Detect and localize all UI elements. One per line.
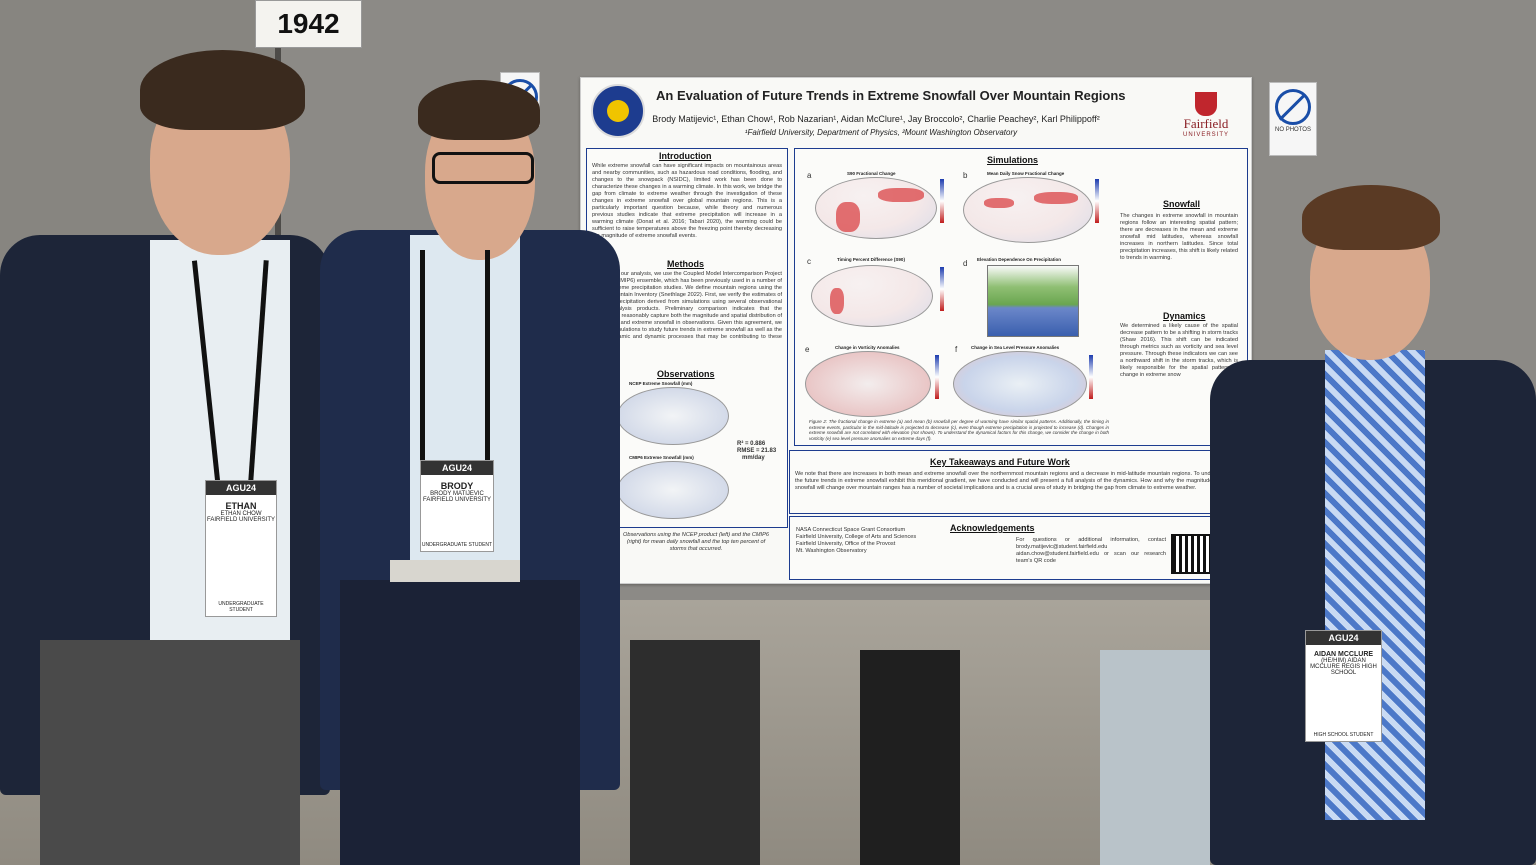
section-heading-key-takeaways: Key Takeaways and Future Work bbox=[930, 457, 1070, 467]
panel-letter: c bbox=[807, 257, 811, 266]
section-heading-observations: Observations bbox=[657, 369, 715, 379]
background-person-legs bbox=[1100, 650, 1210, 865]
observations-caption: Observations using the NCEP product (lef… bbox=[623, 532, 769, 552]
key-takeaways-panel: Key Takeaways and Future Work We note th… bbox=[789, 450, 1249, 514]
fairfield-logo: Fairfield UNIVERSITY bbox=[1171, 92, 1241, 144]
badge-detail: BRODY MATIJEVIC FAIRFIELD UNIVERSITY bbox=[422, 491, 491, 503]
poster-authors: Brody Matijevic¹, Ethan Chow¹, Rob Nazar… bbox=[652, 114, 1100, 124]
background-person-legs bbox=[860, 650, 960, 865]
section-heading-methods: Methods bbox=[667, 259, 704, 269]
poster-title: An Evaluation of Future Trends in Extrem… bbox=[656, 88, 1126, 103]
introduction-text: While extreme snowfall can have signific… bbox=[592, 163, 782, 239]
hair bbox=[140, 50, 305, 130]
obs-stat-r2: R² = 0.886 bbox=[737, 441, 766, 447]
section-heading-snowfall: Snowfall bbox=[1163, 199, 1201, 209]
no-photos-sign-right: NO PHOTOS bbox=[1269, 82, 1317, 156]
poster-affiliations: ¹Fairfield University, Department of Phy… bbox=[744, 128, 1018, 137]
snowfall-text: The changes in extreme snowfall in mount… bbox=[1120, 213, 1238, 261]
ack-item: Mt. Washington Observatory bbox=[796, 548, 867, 554]
panel-title: Change in Vorticity Anomalies bbox=[835, 345, 900, 350]
ack-item: Fairfield University, Office of the Prov… bbox=[796, 541, 896, 547]
booth-number-sign: 1942 bbox=[255, 0, 362, 48]
key-takeaways-text: We note that there are increases in both… bbox=[795, 471, 1241, 491]
ack-item: Fairfield University, College of Arts an… bbox=[796, 534, 917, 540]
badge-footer: HIGH SCHOOL STUDENT bbox=[1313, 732, 1374, 738]
colorbar bbox=[935, 355, 939, 399]
badge-name: AIDAN MCCLURE bbox=[1313, 651, 1374, 658]
badge-name: BRODY bbox=[440, 481, 474, 491]
no-camera-icon bbox=[1275, 89, 1311, 125]
map-sea-level-pressure-anomalies bbox=[953, 351, 1087, 417]
panel-title: Timing Percent Difference (S90) bbox=[837, 257, 905, 262]
fairfield-crest-icon bbox=[1195, 92, 1217, 116]
panel-letter: d bbox=[963, 259, 968, 268]
colorbar bbox=[940, 179, 944, 223]
panel-letter: f bbox=[955, 345, 958, 354]
shirt bbox=[1325, 350, 1425, 820]
map-vorticity-anomalies bbox=[805, 351, 931, 417]
badge-detail: ETHAN CHOW FAIRFIELD UNIVERSITY bbox=[206, 511, 275, 523]
panel-title: Change in Sea Level Pressure Anomalies bbox=[971, 345, 1060, 350]
person-brody: AGU24 BRODY BRODY MATIJEVIC FAIRFIELD UN… bbox=[320, 80, 620, 865]
dynamics-text: We determined a likely cause of the spat… bbox=[1120, 323, 1238, 378]
section-heading-acknowledgements: Acknowledgements bbox=[950, 523, 1035, 533]
panel-title: S90 Fractional Change bbox=[847, 171, 896, 176]
belt bbox=[390, 560, 520, 582]
trousers bbox=[340, 580, 580, 865]
research-poster: An Evaluation of Future Trends in Extrem… bbox=[580, 77, 1252, 584]
obs-panel-title: NCEP Extreme Snowfall (mm) bbox=[629, 381, 693, 386]
obs-panel-title: CMIP6 Extreme Snowfall (mm) bbox=[629, 455, 694, 460]
lanyard bbox=[485, 250, 490, 470]
name-badge: AGU24 BRODY BRODY MATIJEVIC FAIRFIELD UN… bbox=[420, 460, 494, 552]
colorbar bbox=[940, 267, 944, 311]
obs-map-cmip6 bbox=[617, 461, 729, 519]
obs-stat-unit: mm/day bbox=[742, 455, 765, 461]
map-mean-snow-fractional-change bbox=[963, 177, 1093, 243]
map-s90-fractional-change bbox=[815, 177, 937, 239]
background-person-legs bbox=[630, 640, 760, 865]
section-heading-dynamics: Dynamics bbox=[1163, 311, 1206, 321]
no-photos-label: NO PHOTOS bbox=[1275, 127, 1311, 133]
person-ethan: AGU24 ETHAN ETHAN CHOW FAIRFIELD UNIVERS… bbox=[0, 40, 340, 865]
contact-text: For questions or additional information,… bbox=[1016, 537, 1166, 564]
ack-item: NASA Connecticut Space Grant Consortium bbox=[796, 527, 906, 533]
badge-footer: UNDERGRADUATE STUDENT bbox=[421, 542, 493, 548]
methods-text: To conduct our analysis, we use the Coup… bbox=[592, 271, 782, 347]
nasa-space-grant-logo bbox=[591, 84, 645, 138]
glasses-icon bbox=[432, 152, 534, 184]
name-badge: AGU24 AIDAN MCCLURE (HE/HIM) AIDAN MCCLU… bbox=[1305, 630, 1382, 742]
badge-detail: (HE/HIM) AIDAN MCCLURE REGIS HIGH SCHOOL bbox=[1310, 658, 1377, 676]
panel-letter: e bbox=[805, 345, 810, 354]
simulations-panel: Simulations a S90 Fractional Change b Me… bbox=[794, 148, 1248, 446]
colorbar bbox=[1089, 355, 1093, 399]
colorbar bbox=[1095, 179, 1099, 223]
hair bbox=[1302, 185, 1440, 250]
person-aidan: AGU24 AIDAN MCCLURE (HE/HIM) AIDAN MCCLU… bbox=[1210, 180, 1536, 865]
section-heading-simulations: Simulations bbox=[987, 155, 1039, 165]
obs-stat-rmse: RMSE = 21.83 bbox=[737, 448, 777, 454]
panel-title: Mean Daily Snow Fractional Change bbox=[987, 171, 1065, 176]
qr-code[interactable] bbox=[1171, 534, 1211, 574]
obs-map-ncep bbox=[617, 387, 729, 445]
panel-letter: b bbox=[963, 171, 968, 180]
lanyard bbox=[420, 250, 425, 470]
map-timing-percent-difference bbox=[811, 265, 933, 327]
figure-2-caption: Figure 2: The fractional change in extre… bbox=[809, 419, 1109, 441]
hair bbox=[418, 80, 540, 140]
panel-title: Elevation Dependence On Precipitation bbox=[977, 257, 1062, 262]
badge-name: ETHAN bbox=[225, 501, 257, 511]
section-heading-introduction: Introduction bbox=[659, 151, 712, 161]
name-badge: AGU24 ETHAN ETHAN CHOW FAIRFIELD UNIVERS… bbox=[205, 480, 277, 617]
elevation-dependence-chart bbox=[987, 265, 1079, 337]
badge-footer: UNDERGRADUATE STUDENT bbox=[218, 601, 264, 613]
trousers bbox=[40, 640, 300, 865]
panel-letter: a bbox=[807, 171, 812, 180]
